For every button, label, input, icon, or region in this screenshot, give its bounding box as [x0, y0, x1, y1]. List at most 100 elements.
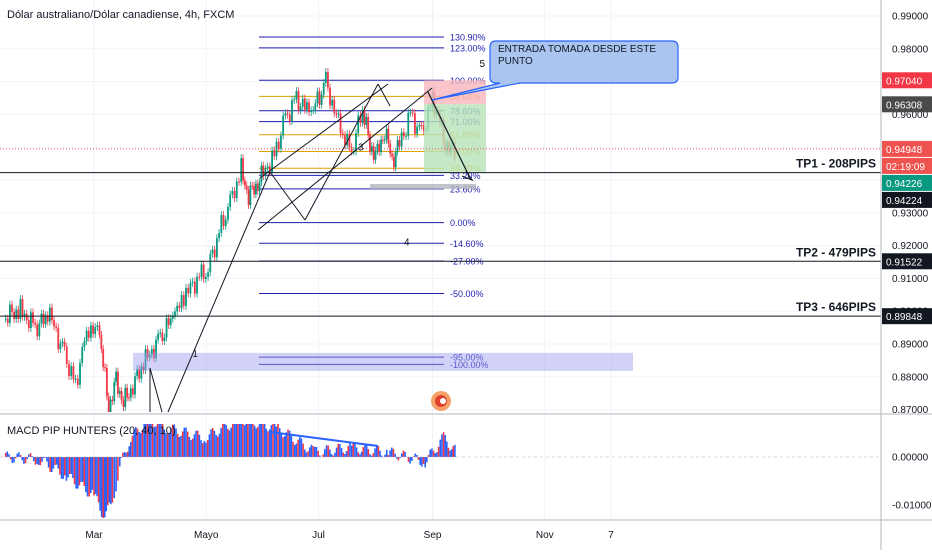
wave-label[interactable]: 5	[479, 59, 485, 70]
wave-label[interactable]: 3	[358, 142, 364, 153]
grey-zone-rect[interactable]	[370, 183, 476, 189]
event-badge-icon[interactable]	[431, 391, 451, 411]
candle-body	[372, 146, 375, 160]
tp-label[interactable]: TP2 - 479PIPS	[796, 245, 876, 259]
price-tag[interactable]	[882, 72, 932, 89]
candle-body	[15, 309, 18, 319]
candle-body	[378, 143, 381, 152]
drawings-layer[interactable]: 1 3 4 5	[0, 59, 881, 413]
price-tag-label: 0.91522	[886, 257, 923, 268]
candle-body	[148, 354, 151, 358]
price-tag[interactable]	[882, 191, 932, 208]
candle-body	[87, 330, 90, 338]
candle-body	[211, 249, 214, 254]
arrow-head[interactable]	[461, 170, 474, 182]
price-tag[interactable]	[882, 174, 932, 191]
stop-loss-zone[interactable]	[424, 80, 486, 105]
candle-body	[17, 309, 20, 319]
macd-tick-label: -0.01000	[892, 501, 932, 512]
macd-panel[interactable]	[0, 424, 881, 518]
candle-body	[79, 362, 81, 385]
candle-body	[420, 125, 423, 127]
wave-line[interactable]	[149, 367, 163, 413]
candle-body	[260, 165, 263, 183]
entry-callout[interactable]: ENTRADA TOMADA DESDE ESTE PUNTO	[431, 40, 679, 101]
candle-body	[348, 133, 351, 148]
tp-label[interactable]: TP3 - 646PIPS	[796, 300, 876, 314]
candle-body	[155, 339, 157, 359]
candle-body	[220, 215, 223, 233]
symbol-title[interactable]: Dólar australiano/Dólar canadiense, 4h, …	[7, 9, 234, 21]
candle-body	[213, 249, 216, 258]
candle-body	[393, 156, 395, 168]
candle-body	[57, 327, 60, 350]
candle-body	[134, 376, 136, 395]
candle-body	[240, 158, 243, 182]
candle-body	[146, 349, 149, 358]
candle-body	[355, 133, 357, 152]
price-tag[interactable]	[882, 253, 932, 270]
candle-body	[30, 312, 32, 328]
fib-level-label: 33.20%	[450, 171, 481, 181]
candle-body	[286, 113, 289, 115]
candle-body	[111, 399, 114, 401]
candle-body	[394, 151, 397, 168]
candle-body	[339, 113, 342, 134]
candle-body	[369, 135, 371, 152]
price-tag[interactable]	[882, 96, 932, 113]
candle-body	[46, 315, 49, 322]
candle-body	[4, 318, 7, 320]
candle-body	[178, 305, 181, 309]
candle-body	[198, 276, 201, 278]
channel-line[interactable]	[257, 87, 433, 231]
candle-body	[329, 87, 331, 106]
wave-label[interactable]: 4	[404, 238, 410, 249]
wave-line[interactable]	[167, 171, 271, 413]
candle-body	[409, 112, 412, 114]
price-tag[interactable]	[882, 157, 932, 174]
wave-label[interactable]: 1	[192, 349, 198, 360]
candle-body	[391, 153, 393, 157]
channel-line[interactable]	[259, 83, 389, 179]
candle-body	[299, 106, 302, 111]
candle-body	[288, 114, 291, 122]
candle-body	[209, 253, 212, 273]
wave-line[interactable]	[304, 83, 379, 221]
candle-body	[218, 232, 221, 239]
candle-body	[385, 128, 388, 140]
wave-line[interactable]	[269, 171, 306, 221]
candle-body	[380, 139, 382, 152]
time-tick-label: Nov	[536, 530, 554, 541]
candle-body	[118, 391, 121, 394]
candle-body	[247, 189, 250, 205]
candle-body	[284, 113, 287, 116]
tp-lines[interactable]: TP1 - 208PIPS TP2 - 479PIPS TP3 - 646PIPS	[0, 157, 881, 317]
candle-body	[200, 264, 203, 277]
forecast-arrow[interactable]	[427, 91, 471, 179]
price-tag[interactable]	[882, 140, 932, 157]
candle-body	[242, 158, 244, 181]
demand-zone-rect[interactable]	[133, 352, 633, 371]
candle-body	[295, 91, 298, 100]
candle-body	[169, 318, 172, 326]
candle-body	[291, 100, 293, 122]
candle-body	[381, 139, 384, 141]
macd-title[interactable]: MACD PIP HUNTERS (20, 40, 10)	[7, 425, 176, 437]
price-tag[interactable]	[882, 308, 932, 325]
candle-body	[185, 287, 187, 306]
wave-line[interactable]	[377, 83, 391, 107]
candle-body	[308, 102, 310, 113]
take-profit-zone[interactable]	[424, 104, 486, 172]
time-tick-label: 7	[608, 530, 614, 541]
candle-body	[273, 150, 276, 157]
tp-label[interactable]: TP1 - 208PIPS	[796, 157, 876, 171]
price-tick-label: 0.96000	[892, 110, 929, 121]
candle-body	[76, 378, 79, 385]
price-tag-label: 0.94948	[886, 145, 923, 156]
macd-divergence-line[interactable]	[269, 431, 379, 447]
candle-body	[193, 281, 196, 294]
candle-body	[331, 99, 334, 106]
price-tick-label: 0.99000	[892, 12, 929, 23]
price-tick-label: 0.92000	[892, 241, 929, 252]
